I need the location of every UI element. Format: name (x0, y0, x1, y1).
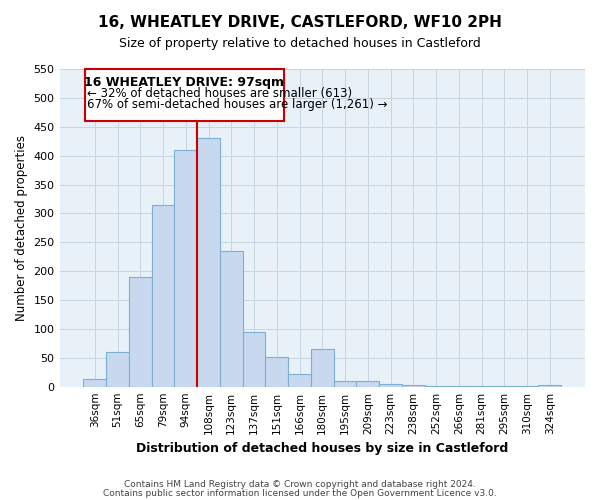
Bar (220, 251, 242, 386)
Bar (288, 374, 311, 386)
Bar (311, 349, 334, 387)
Bar (197, 138, 220, 386)
Bar (265, 356, 288, 386)
Bar (83, 379, 106, 386)
Text: Contains public sector information licensed under the Open Government Licence v3: Contains public sector information licen… (103, 489, 497, 498)
Bar (175, 150, 197, 386)
Bar (242, 332, 265, 386)
Bar (85, 69, 284, 121)
Bar (129, 277, 152, 386)
Text: 16, WHEATLEY DRIVE, CASTLEFORD, WF10 2PH: 16, WHEATLEY DRIVE, CASTLEFORD, WF10 2PH (98, 15, 502, 30)
Text: Contains HM Land Registry data © Crown copyright and database right 2024.: Contains HM Land Registry data © Crown c… (124, 480, 476, 489)
Y-axis label: Number of detached properties: Number of detached properties (15, 135, 28, 321)
Text: 67% of semi-detached houses are larger (1,261) →: 67% of semi-detached houses are larger (… (87, 98, 388, 111)
Bar (334, 381, 356, 386)
Bar (356, 381, 379, 386)
Bar (538, 385, 561, 386)
Text: Size of property relative to detached houses in Castleford: Size of property relative to detached ho… (119, 38, 481, 51)
Bar (379, 384, 402, 386)
Text: 16 WHEATLEY DRIVE: 97sqm: 16 WHEATLEY DRIVE: 97sqm (84, 76, 284, 89)
Bar (402, 385, 425, 386)
Bar (152, 204, 175, 386)
Text: ← 32% of detached houses are smaller (613): ← 32% of detached houses are smaller (61… (87, 88, 352, 101)
X-axis label: Distribution of detached houses by size in Castleford: Distribution of detached houses by size … (136, 442, 508, 455)
Bar (106, 352, 129, 386)
